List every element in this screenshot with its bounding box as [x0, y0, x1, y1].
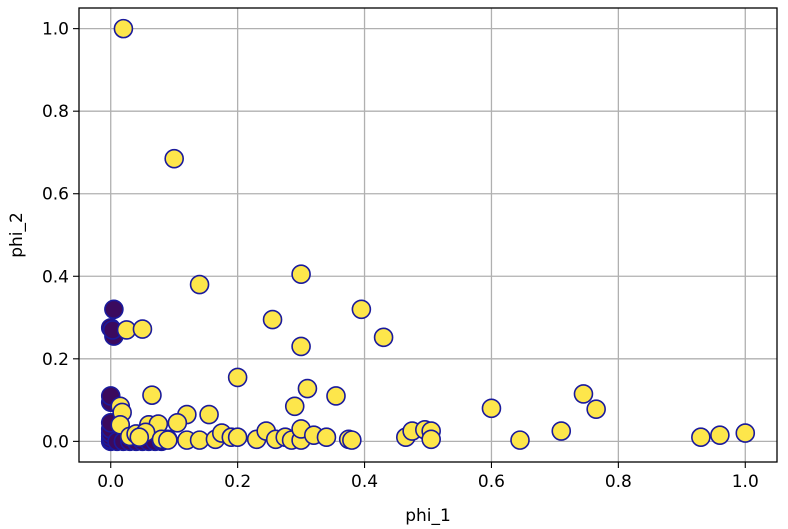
- data-point-s1-7: [291, 336, 311, 357]
- x-tick-label: 0.0: [97, 472, 124, 492]
- y-tick-label: 0.4: [42, 267, 69, 287]
- y-tick-label: 0.2: [42, 350, 69, 370]
- data-point-s1-54: [573, 384, 594, 404]
- data-point-s1-14: [142, 385, 162, 405]
- data-point-s1-45: [342, 430, 362, 450]
- grid-lines: [79, 8, 777, 462]
- data-point-s1-0: [113, 18, 134, 39]
- x-tick-label: 0.6: [478, 472, 505, 492]
- data-point-s1-2: [189, 274, 210, 295]
- data-point-s1-10: [227, 367, 248, 388]
- data-point-s1-52: [510, 430, 530, 450]
- data-point-s1-12: [326, 386, 346, 406]
- data-point-s1-9: [132, 319, 153, 339]
- data-point-s1-4: [351, 299, 372, 320]
- x-tick-label: 0.2: [224, 472, 251, 492]
- x-tick-label: 0.4: [351, 472, 378, 492]
- data-point-s1-53: [551, 421, 572, 441]
- x-axis-ticks: 0.0 0.2 0.4 0.6 0.8 1.0: [97, 462, 759, 492]
- x-axis-label: phi_1: [405, 506, 451, 526]
- y-axis-label: phi_2: [7, 212, 27, 258]
- data-point-s1-13: [284, 396, 305, 417]
- y-axis-ticks: 0.0 0.2 0.4 0.6 0.8 1.0: [42, 20, 79, 452]
- data-point-s1-6: [262, 309, 283, 330]
- data-point-s1-43: [316, 427, 337, 448]
- x-tick-label: 1.0: [732, 472, 759, 492]
- data-point-s1-5: [373, 327, 394, 348]
- data-point-s1-51: [481, 398, 502, 419]
- data-point-s1-26: [129, 427, 150, 448]
- y-tick-label: 0.8: [42, 102, 69, 122]
- data-point-s1-11: [297, 378, 318, 399]
- x-tick-label: 0.8: [605, 472, 632, 492]
- data-point-s1-34: [227, 427, 248, 448]
- data-point-s1-50: [421, 429, 441, 450]
- data-point-s1-21: [199, 404, 219, 425]
- y-tick-label: 0.0: [42, 432, 69, 452]
- data-points: [100, 18, 756, 452]
- data-point-s1-55: [586, 399, 606, 419]
- y-tick-label: 1.0: [42, 20, 69, 40]
- data-point-s1-28: [158, 430, 178, 450]
- data-point-s1-22: [167, 412, 188, 433]
- plot-frame: [78, 7, 778, 463]
- data-point-s1-57: [710, 425, 730, 445]
- data-point-s1-3: [291, 264, 311, 285]
- data-point-s1-58: [735, 423, 756, 443]
- data-point-s1-1: [164, 148, 184, 169]
- y-tick-label: 0.6: [42, 185, 69, 205]
- data-point-s1-56: [691, 427, 711, 448]
- data-point-s0-9: [104, 299, 124, 320]
